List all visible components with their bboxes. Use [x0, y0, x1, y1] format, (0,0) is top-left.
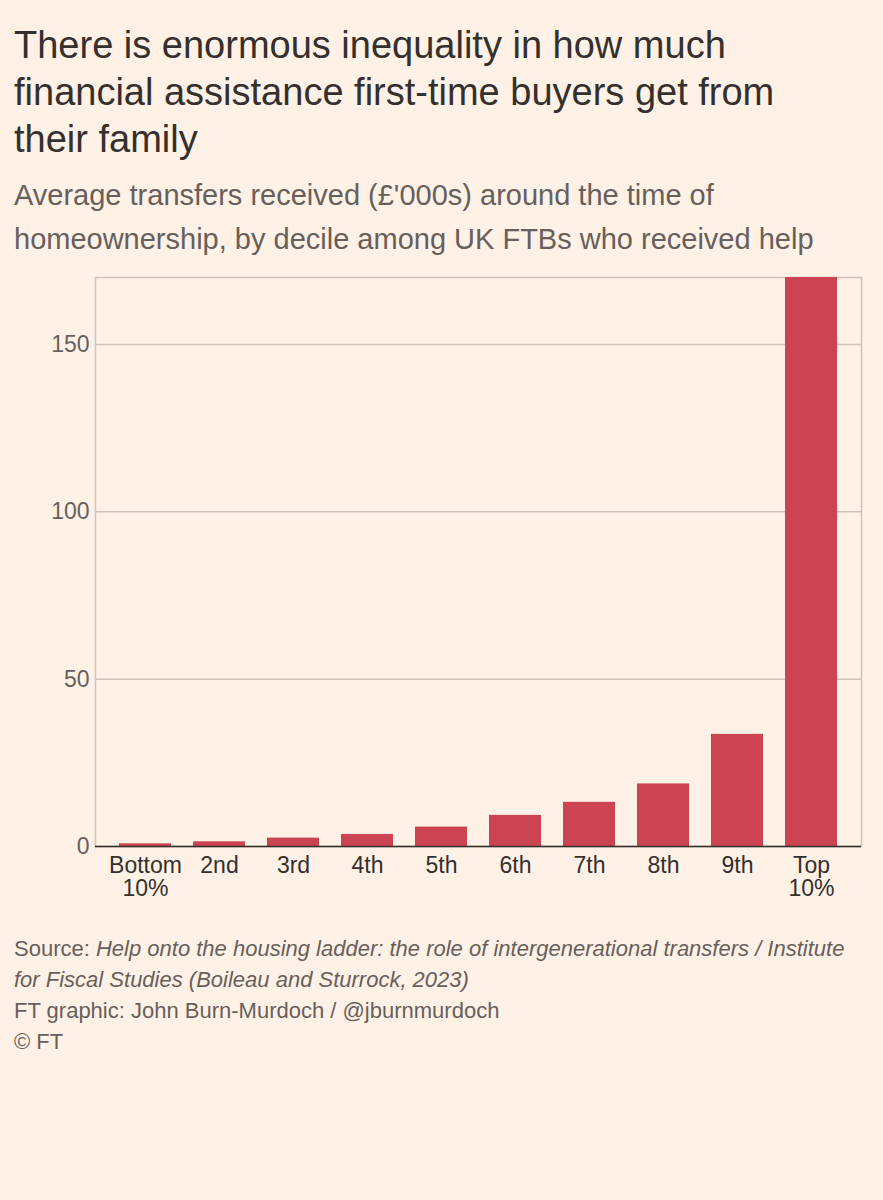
svg-text:2nd: 2nd	[200, 852, 238, 878]
svg-text:0: 0	[77, 833, 90, 859]
svg-text:Bottom10%: Bottom10%	[109, 852, 182, 901]
svg-text:50: 50	[64, 666, 90, 692]
svg-text:100: 100	[51, 498, 89, 524]
svg-text:150: 150	[51, 331, 89, 357]
html-text:Average transfers received (£': Average transfers received (£'000s) arou…	[14, 179, 814, 255]
html-text:Source: Help onto the housing: Source: Help onto the housing ladder: th…	[14, 936, 845, 992]
svg-text:Top10%: Top10%	[788, 852, 834, 901]
html-text:© FT: © FT	[14, 1029, 64, 1054]
html-text:There is enormous inequality i: There is enormous inequality in how much…	[14, 24, 775, 160]
svg-text:4th: 4th	[352, 852, 384, 878]
html-text:FT graphic: John Burn-Murdoch: FT graphic: John Burn-Murdoch / @jburnmu…	[14, 998, 500, 1023]
svg-text:8th: 8th	[648, 852, 680, 878]
svg-text:5th: 5th	[426, 852, 458, 878]
svg-text:3rd: 3rd	[277, 852, 310, 878]
svg-text:9th: 9th	[722, 852, 754, 878]
svg-text:7th: 7th	[574, 852, 606, 878]
svg-text:6th: 6th	[500, 852, 532, 878]
